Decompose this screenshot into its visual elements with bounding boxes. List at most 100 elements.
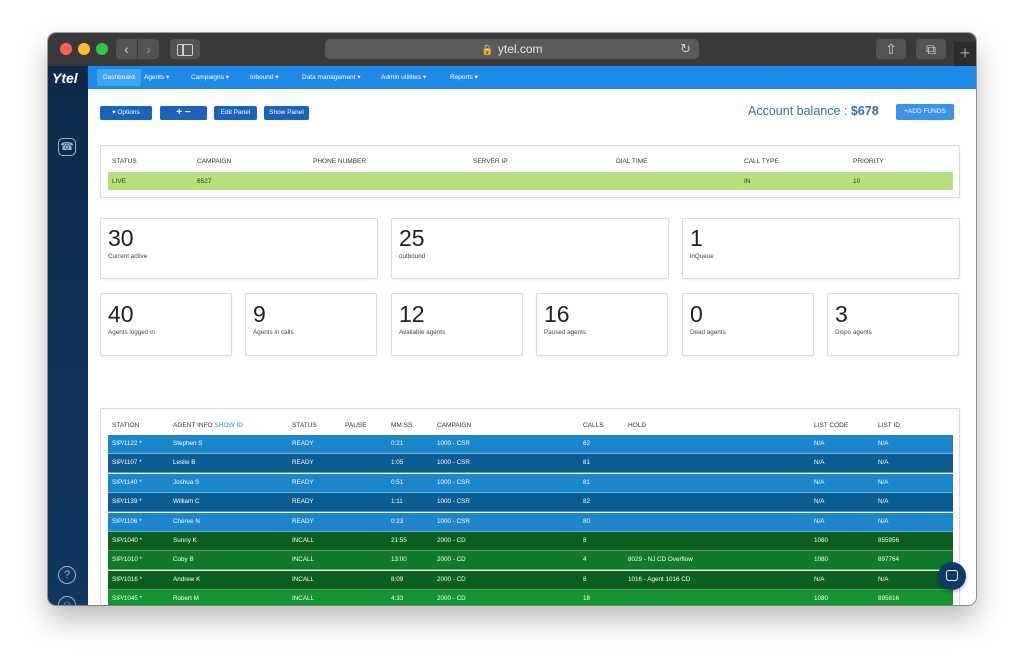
cell-agent: Sunny K (173, 537, 197, 544)
table-row[interactable]: SIP/1122 * Stephen S READY 0:21 1000 - CSR 62… (108, 435, 953, 454)
th-campaign: CAMPAIGN (437, 422, 472, 429)
table-row[interactable]: SIP/1139 * William C READY 1:11 1000 - CSR 82… (108, 493, 953, 513)
live-call-row[interactable]: LIVE 6527 IN 10 (108, 172, 953, 190)
header-priority: PRIORITY (853, 158, 884, 165)
cell-station: SIP/1045 * (112, 595, 143, 603)
cell-list-id: 855956 (878, 537, 900, 544)
cell-campaign: 1000 - CSR (437, 478, 470, 486)
edit-panel-button[interactable]: Edit Panel (214, 106, 257, 120)
show-panel-button[interactable]: Show Panel (264, 106, 309, 120)
header-server-ip: SERVER IP (473, 158, 508, 165)
close-window-button[interactable] (60, 43, 72, 55)
cell-calls: 81 (583, 459, 591, 467)
live-call-type: IN (744, 178, 751, 185)
cell-station: SIP/1010 * (112, 556, 143, 564)
stat-label: Available agents (399, 329, 446, 336)
cell-agent: Leslie B (173, 459, 196, 467)
cell-list-code: N/A (814, 575, 825, 583)
add-remove-panel-button[interactable]: + − (160, 106, 207, 120)
stat-value: 1 (690, 225, 703, 251)
add-funds-button[interactable]: +ADD FUNDS (896, 104, 954, 120)
th-calls: CALLS (583, 422, 604, 429)
cell-list-id: N/A (878, 517, 889, 525)
lock-icon: 🔒 (481, 45, 494, 56)
table-row[interactable]: SIP/1016 * Andrew K INCALL 8:09 2000 - CD 8 10… (108, 570, 953, 590)
show-id-link[interactable]: SHOW ID (214, 422, 243, 429)
th-station: STATION (112, 422, 140, 429)
chevron-right-icon: › (146, 41, 151, 57)
live-priority: 10 (853, 178, 861, 185)
table-row[interactable]: SIP/1040 * Sunny K INCALL 21:55 2000 - CD 8 10… (108, 532, 953, 551)
help-icon[interactable]: ? (58, 566, 76, 584)
table-row[interactable]: SIP/1106 * Cheree N READY 0:23 1000 - CSR 80 N… (108, 512, 953, 532)
forward-button[interactable]: › (138, 39, 159, 59)
stat-agents-logged-in: 40 Agents logged in (100, 293, 232, 356)
stat-label: Dispo agents (835, 329, 872, 336)
cell-campaign: 1000 - CSR (437, 459, 470, 467)
balance-label: Account balance : (748, 104, 848, 118)
header-campaign: CAMPAIGN (197, 158, 232, 165)
cell-agent: Joshua S (173, 478, 200, 486)
share-button[interactable]: ⇧ (876, 39, 906, 59)
nav-data-management[interactable]: Data management ▾ (302, 74, 361, 81)
share-icon: ⇧ (885, 41, 897, 57)
nav-admin-utilities[interactable]: Admin utilities ▾ (381, 74, 427, 81)
nav-reports[interactable]: Reports ▾ (450, 74, 478, 81)
tab-overview-button[interactable]: ⧉ (916, 39, 946, 59)
table-row[interactable]: SIP/1140 * Joshua S READY 0:51 1000 - CSR 81 N… (108, 473, 953, 493)
cell-calls: 4 (583, 556, 587, 564)
cell-mmss: 0:23 (391, 517, 404, 525)
cell-campaign: 1000 - CSR (437, 498, 470, 506)
ytel-logo[interactable]: Ytel (52, 70, 78, 86)
cell-status: INCALL (292, 537, 315, 544)
live-campaign: 6527 (197, 178, 212, 185)
cell-mmss: 8:09 (391, 575, 404, 583)
cell-calls: 8 (583, 575, 587, 583)
table-row[interactable]: SIP/1107 * Leslie B READY 1:05 1000 - CSR 81 N… (108, 454, 953, 474)
chat-bubble-icon[interactable] (938, 562, 966, 590)
cell-agent: Coby B (173, 556, 194, 564)
cell-agent: Andrew K (173, 575, 201, 583)
cell-agent: Robert M (173, 595, 199, 603)
cell-mmss: 1:05 (391, 459, 404, 467)
th-pause: PAUSE (345, 422, 367, 429)
app-sidebar: Ytel ☎ ? ☺ (48, 66, 88, 605)
user-profile-icon[interactable]: ☺ (58, 596, 76, 605)
nav-campaigns[interactable]: Campaigns ▾ (191, 74, 229, 81)
cell-list-code: N/A (814, 498, 825, 506)
table-row[interactable]: SIP/1010 * Coby B INCALL 13:00 2000 - CD 4 802… (108, 551, 953, 571)
stat-current-active: 30 Current active (100, 218, 378, 279)
cell-list-code: N/A (814, 440, 825, 447)
cell-list-id: N/A (878, 459, 889, 467)
cell-mmss: 0:21 (391, 440, 404, 447)
cell-list-id: N/A (878, 440, 889, 447)
address-bar[interactable]: 🔒 ytel.com ↻ (325, 39, 699, 59)
zoom-window-button[interactable] (96, 43, 108, 55)
cell-calls: 81 (583, 478, 591, 486)
nav-inbound[interactable]: Inbound ▾ (250, 74, 279, 81)
stat-in-queue: 1 inQueue (682, 218, 960, 279)
cell-campaign: 2000 - CD (437, 575, 466, 583)
nav-agents[interactable]: Agents ▾ (144, 74, 170, 81)
nav-dashboard[interactable]: Dashboard (97, 69, 141, 86)
reload-icon[interactable]: ↻ (680, 41, 691, 56)
th-mmss: MM:SS (391, 422, 413, 429)
options-button[interactable]: ▾ Options (100, 106, 152, 120)
minimize-window-button[interactable] (78, 43, 90, 55)
table-row[interactable]: SIP/1045 * Robert M INCALL 4:33 2000 - CD 18 1… (108, 590, 953, 605)
th-agent-info-label: AGENT INFO (173, 422, 213, 429)
cell-calls: 8 (583, 537, 587, 544)
cell-agent: Cheree N (173, 517, 200, 525)
sidebar-toggle-button[interactable] (170, 39, 200, 59)
cell-list-code: N/A (814, 478, 825, 486)
cell-status: READY (292, 459, 314, 467)
cell-list-code: N/A (814, 459, 825, 467)
back-button[interactable]: ‹ (116, 39, 137, 59)
sidebar-icon (177, 44, 193, 56)
new-tab-button[interactable]: + (954, 42, 976, 66)
cell-mmss: 0:51 (391, 478, 404, 486)
header-phone-number: PHONE NUMBER (313, 158, 367, 165)
agent-headset-icon[interactable]: ☎ (58, 138, 76, 156)
cell-station: SIP/1040 * (112, 537, 143, 544)
cell-list-id: N/A (878, 478, 889, 486)
